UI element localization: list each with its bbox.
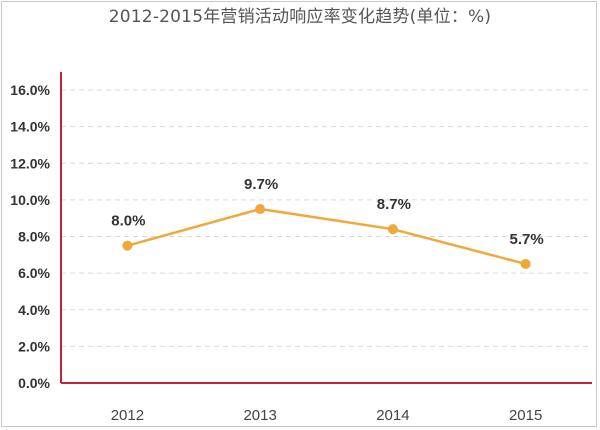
y-tick-label-4: 8.0% (18, 229, 50, 245)
data-label-2015: 5.7% (510, 231, 544, 248)
y-tick-label-8: 16.0% (10, 82, 50, 98)
y-tick-label-2: 4.0% (18, 302, 50, 318)
x-tick-labels: 2012 2013 2014 2015 (111, 407, 543, 424)
data-point-2014 (387, 224, 398, 235)
x-tick-label-2012: 2012 (111, 407, 144, 424)
x-tick-label-2015: 2015 (509, 407, 542, 424)
y-tick-label-3: 6.0% (18, 265, 50, 281)
y-tick-label-5: 10.0% (10, 192, 50, 208)
data-point-2013 (255, 204, 266, 215)
y-tick-label-1: 2.0% (18, 338, 50, 354)
axes (60, 72, 592, 384)
y-tick-labels: 0.0% 2.0% 4.0% 6.0% 8.0% 10.0% 12.0% 14.0% 16.0% (10, 82, 50, 391)
data-point-2015 (520, 258, 531, 269)
data-label-2013: 9.7% (244, 176, 278, 193)
chart-title: 2012-2015年营销活动响应率变化趋势(单位：%) (108, 7, 492, 27)
y-tick-label-7: 14.0% (10, 119, 50, 135)
grid-lines (61, 89, 592, 347)
data-label-2014: 8.7% (377, 196, 411, 213)
x-tick-label-2013: 2013 (243, 407, 276, 424)
series-line-0 (127, 207, 526, 266)
data-label-2012: 8.0% (111, 213, 145, 230)
y-tick-label-6: 12.0% (10, 155, 50, 171)
y-tick-label-0: 0.0% (18, 375, 50, 391)
data-labels: 8.0% 9.7% 8.7% 5.7% (111, 176, 543, 248)
x-tick-label-2014: 2014 (376, 407, 409, 424)
data-point-2012 (122, 240, 133, 251)
series-line-layer (122, 204, 531, 269)
